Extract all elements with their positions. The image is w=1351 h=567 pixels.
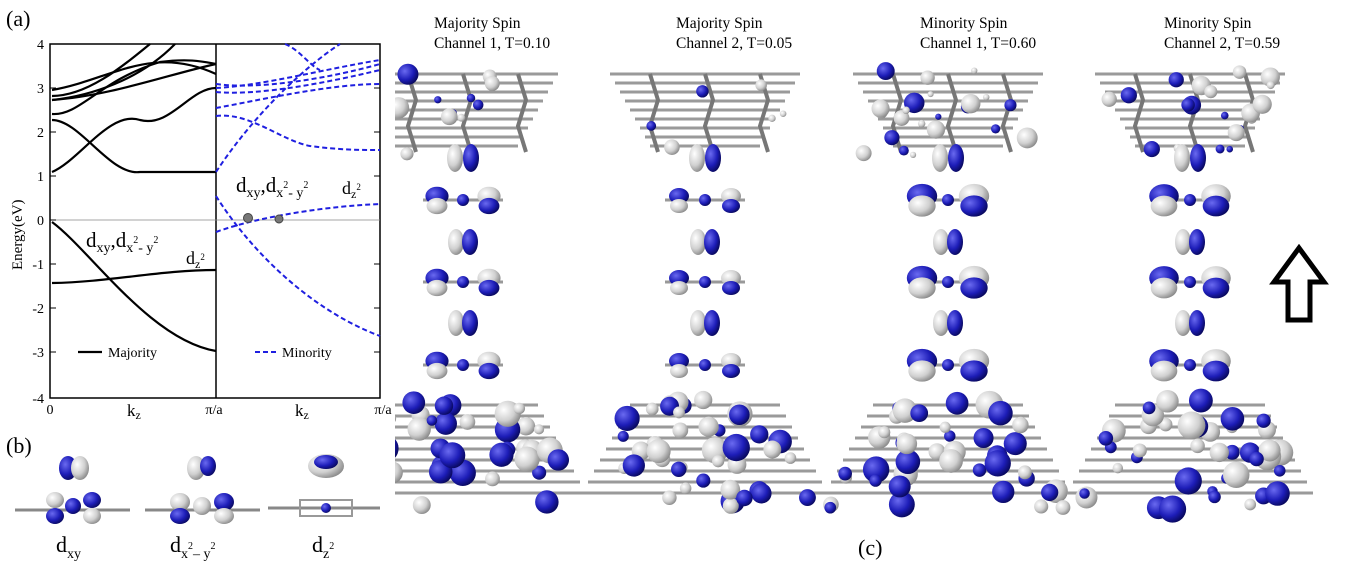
channel-render-3 [823, 62, 1071, 518]
orbital-dxy-render [15, 456, 130, 524]
xtick-label: π/a [374, 403, 392, 418]
channel-title-4: Minority Spin Channel 2, T=0.59 [1164, 15, 1281, 52]
transmission-isosurfaces [395, 62, 1313, 523]
band-structure-plot: 4 3 2 1 0 -1 -2 -3 -4 Energy(eV) 0 π/a π… [10, 38, 392, 422]
orbital-dx2y2-render [145, 456, 260, 524]
channel-render-1 [395, 63, 586, 515]
orbital-label-dx2y2: dx2– y2 [170, 532, 216, 562]
annotation-dxy-left: dxy,dx2- y2 [86, 228, 158, 256]
ytick-label: 3 [37, 82, 44, 97]
panel-c-label: (c) [858, 535, 883, 560]
ytick-label: 0 [37, 214, 44, 229]
annotation-dxy-right: dxy,dx2- y2 [236, 173, 308, 201]
ytick-label: -4 [32, 392, 44, 407]
ytick-label: -1 [32, 258, 44, 273]
crossing-point-marker [274, 214, 284, 224]
panel-b-label: (b) [6, 433, 32, 458]
orbital-label-dz2: dz2 [312, 532, 334, 562]
ytick-label: 1 [37, 170, 44, 185]
ytick-label: -3 [32, 346, 44, 361]
channel-render-4 [1067, 65, 1313, 523]
x-axis-label-left: kz [127, 401, 141, 422]
panel-a-label: (a) [6, 6, 31, 31]
ytick-label: 4 [37, 38, 44, 53]
xtick-label: π/a [205, 403, 223, 418]
channel-title-1: Majority Spin Channel 1, T=0.10 [434, 15, 551, 52]
orbital-label-dxy: dxy [56, 532, 81, 562]
ytick-label: -2 [32, 302, 44, 317]
channel-title-2: Majority Spin Channel 2, T=0.05 [676, 15, 793, 52]
up-arrow-icon [1269, 244, 1329, 323]
minority-bands [215, 43, 381, 337]
channel-render-2 [582, 72, 828, 514]
ytick-label: 2 [37, 126, 44, 141]
crossing-point-marker [243, 213, 253, 223]
annotation-dz2-left: dz2 [186, 248, 205, 271]
orbital-dz2-render [268, 454, 380, 517]
y-axis-label: Energy(eV) [10, 199, 26, 270]
annotation-dz2-right: dz2 [342, 178, 361, 201]
legend-majority-label: Majority [108, 346, 157, 361]
plot-frame [49, 43, 381, 399]
orbital-isosurfaces: dxy dx2– y2 dz2 [15, 454, 380, 562]
xtick-label: 0 [47, 403, 54, 418]
x-axis-label-right: kz [295, 401, 309, 422]
legend-minority-label: Minority [282, 346, 332, 361]
channel-title-3: Minority Spin Channel 1, T=0.60 [920, 15, 1037, 52]
majority-bands [51, 43, 217, 353]
